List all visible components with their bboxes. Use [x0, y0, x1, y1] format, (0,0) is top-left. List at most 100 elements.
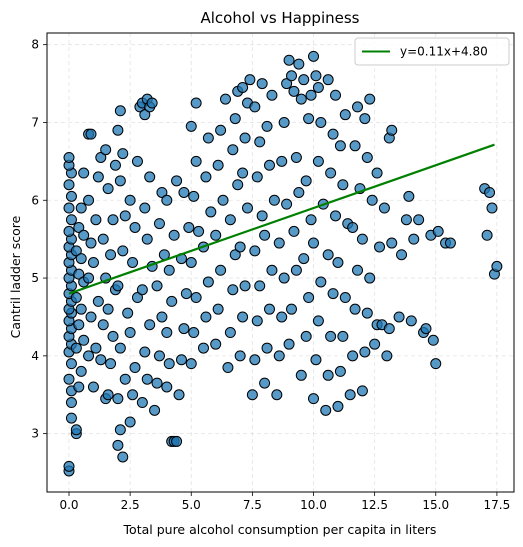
data-point [337, 330, 349, 342]
data-point [237, 81, 249, 93]
data-point [266, 264, 278, 276]
data-point [239, 280, 251, 292]
data-point [227, 144, 239, 156]
data-point [349, 303, 361, 315]
data-point [308, 237, 320, 249]
data-point [210, 338, 222, 350]
data-point [75, 202, 87, 214]
data-point [63, 373, 75, 385]
data-point [102, 183, 114, 195]
data-point [293, 58, 305, 70]
data-point [95, 151, 107, 163]
data-point [183, 221, 195, 233]
data-point [322, 249, 334, 261]
data-point [332, 400, 344, 412]
x-tick-label: 5.0 [182, 498, 201, 512]
data-point [344, 389, 356, 401]
data-point [180, 288, 192, 300]
data-point [310, 354, 322, 366]
data-point [374, 241, 386, 253]
data-point [232, 179, 244, 191]
data-point [266, 89, 278, 101]
data-point [156, 311, 168, 323]
y-tick-label: 8 [31, 38, 39, 52]
data-point [83, 272, 95, 284]
data-point [484, 186, 496, 198]
data-point [278, 116, 290, 128]
data-point [83, 350, 95, 362]
data-point [97, 319, 109, 331]
data-point [75, 303, 87, 315]
data-point [151, 280, 163, 292]
data-point [185, 120, 197, 132]
data-point [212, 159, 224, 171]
data-point [295, 93, 307, 105]
data-point [139, 202, 151, 214]
data-point [87, 381, 99, 393]
x-axis-title: Total pure alcohol consumption per capit… [123, 522, 437, 537]
data-point [273, 237, 285, 249]
data-point [124, 416, 136, 428]
data-point [229, 113, 241, 125]
x-tick-label: 12.5 [361, 498, 388, 512]
data-point [210, 229, 222, 241]
data-point [161, 194, 173, 206]
data-point [215, 264, 227, 276]
data-point [263, 159, 275, 171]
data-point [352, 101, 364, 113]
y-tick-label: 4 [31, 349, 39, 363]
data-point [244, 74, 256, 86]
data-point [352, 264, 364, 276]
data-point [327, 128, 339, 140]
data-point [105, 249, 117, 261]
data-point [249, 245, 261, 257]
data-point [256, 210, 268, 222]
data-point [330, 210, 342, 222]
data-point [325, 167, 337, 179]
data-point [229, 249, 241, 261]
data-point [369, 338, 381, 350]
data-point [85, 237, 97, 249]
data-point [234, 350, 246, 362]
data-point [276, 155, 288, 167]
data-point [63, 202, 75, 214]
data-point [356, 233, 368, 245]
data-point [119, 210, 131, 222]
data-point [239, 132, 251, 144]
data-point [300, 175, 312, 187]
data-point [330, 89, 342, 101]
data-point [339, 109, 351, 121]
data-point [486, 202, 498, 214]
data-point [85, 311, 97, 323]
data-point [97, 233, 109, 245]
data-point [224, 214, 236, 226]
data-point [325, 330, 337, 342]
data-point [87, 257, 99, 268]
data-point [171, 435, 183, 447]
data-point [127, 257, 139, 268]
data-point [163, 264, 175, 276]
data-point [161, 327, 173, 339]
data-point [432, 225, 444, 237]
data-point [144, 171, 156, 183]
data-point [178, 323, 190, 335]
data-point [308, 393, 320, 405]
data-point [312, 81, 324, 93]
data-point [366, 194, 378, 206]
data-point [420, 323, 432, 335]
data-point [193, 225, 205, 237]
legend-label: y=0.11x+4.80 [400, 45, 488, 59]
x-tick-label: 2.5 [121, 498, 140, 512]
data-point [122, 307, 134, 319]
data-point [197, 342, 209, 354]
data-point [188, 190, 200, 202]
data-point [200, 311, 212, 323]
data-point [215, 124, 227, 136]
data-point [337, 179, 349, 191]
data-point [156, 186, 168, 198]
data-point [124, 327, 136, 339]
data-point [371, 167, 383, 179]
data-point [224, 327, 236, 339]
data-point [65, 214, 77, 226]
data-point [73, 268, 85, 280]
